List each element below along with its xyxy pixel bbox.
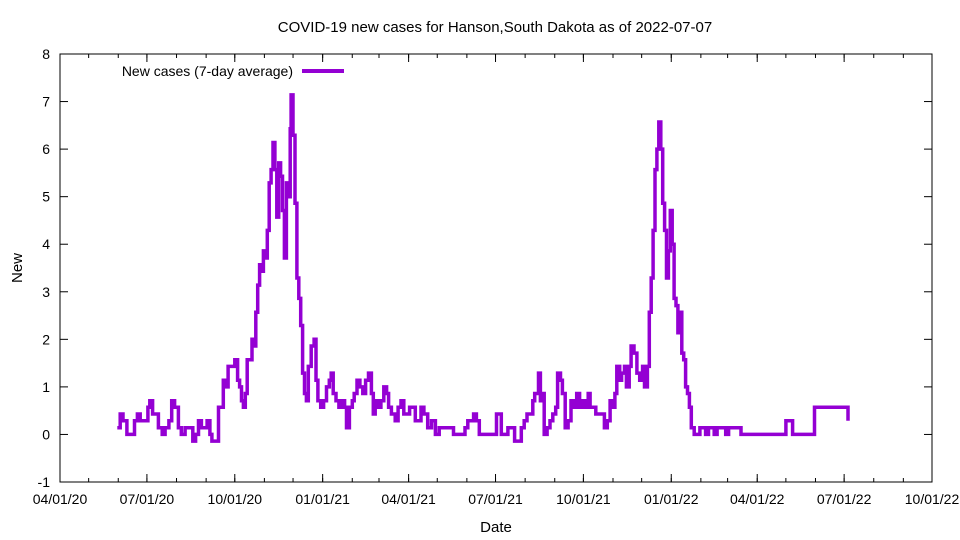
- y-axis-ticks: -1 0 1 2 3 4 5 6 7 8: [38, 46, 932, 490]
- y-tick-label: 3: [42, 284, 50, 300]
- y-tick-label: 6: [42, 141, 50, 157]
- y-tick-label: 4: [42, 236, 50, 252]
- y-tick-label: 7: [42, 94, 50, 110]
- legend: New cases (7-day average): [122, 63, 344, 79]
- x-tick-label: 07/01/21: [468, 491, 523, 507]
- x-tick-label: 04/01/21: [381, 491, 436, 507]
- chart-title: COVID-19 new cases for Hanson,South Dako…: [278, 19, 712, 36]
- y-tick-label: 2: [42, 331, 50, 347]
- legend-label: New cases (7-day average): [122, 63, 293, 79]
- x-tick-label: 07/01/20: [120, 491, 175, 507]
- y-tick-label: 8: [42, 46, 50, 62]
- x-tick-label: 10/01/21: [556, 491, 611, 507]
- x-tick-label: 07/01/22: [817, 491, 872, 507]
- y-tick-label: -1: [38, 474, 51, 490]
- series-layer: [117, 93, 850, 443]
- x-axis-label: Date: [480, 519, 512, 536]
- y-tick-label: 1: [42, 379, 50, 395]
- x-tick-label: 01/01/22: [644, 491, 699, 507]
- x-tick-label: 01/01/21: [295, 491, 350, 507]
- y-tick-label: 0: [42, 426, 50, 442]
- y-axis-label: New: [9, 253, 26, 283]
- x-tick-label: 04/01/22: [730, 491, 785, 507]
- x-tick-label: 10/01/20: [208, 491, 263, 507]
- series-line: [117, 93, 850, 443]
- y-tick-label: 5: [42, 189, 50, 205]
- x-tick-label: 10/01/22: [905, 491, 960, 507]
- plot-frame: [59, 53, 933, 483]
- x-tick-label: 04/01/20: [33, 491, 88, 507]
- x-axis-ticks: 04/01/20 07/01/20 10/01/20 01/01/21 04/01/21…: [33, 54, 960, 507]
